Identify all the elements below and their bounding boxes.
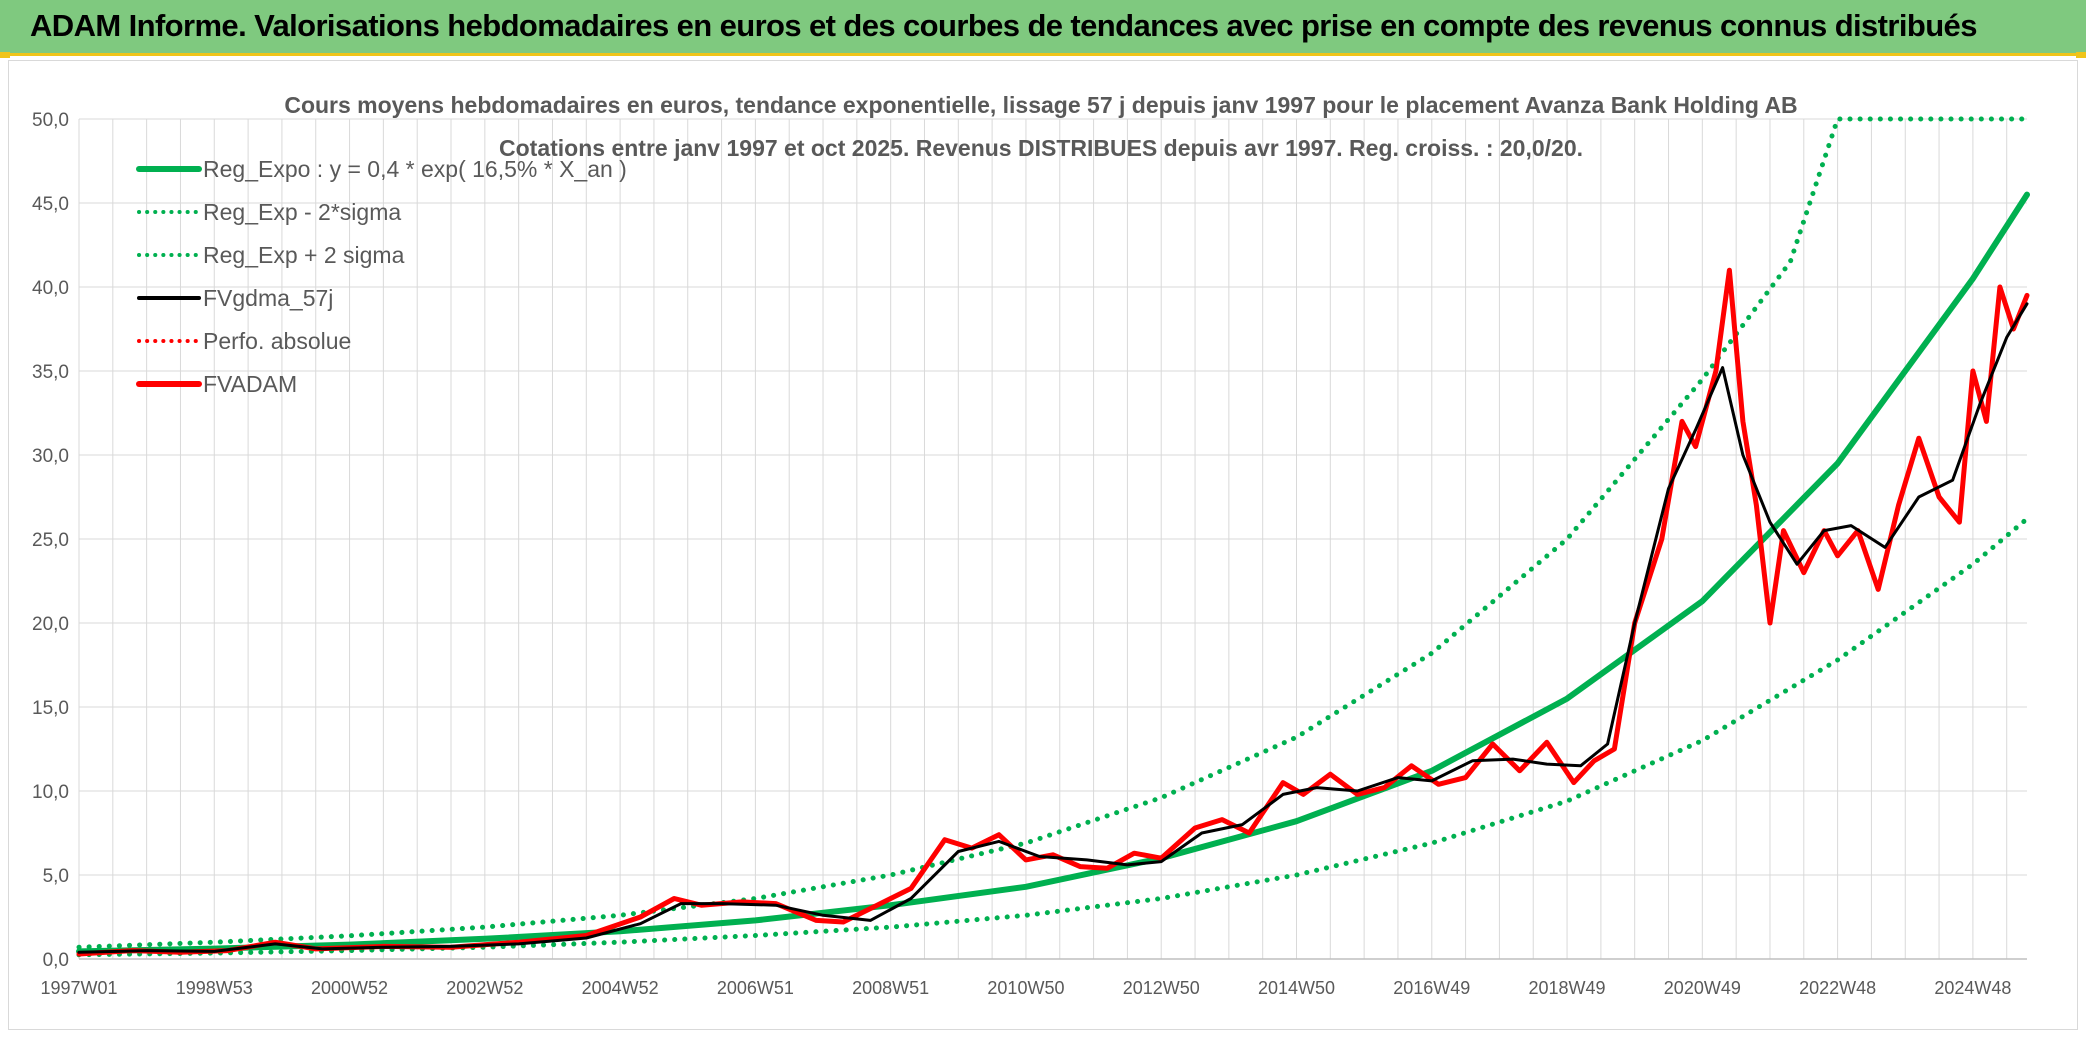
title-banner: ADAM Informe. Valorisations hebdomadaire… [0,0,2086,56]
chart-frame: Cours moyens hebdomadaires en euros, ten… [8,60,2078,1030]
y-tick-label: 40,0 [32,278,69,299]
series-line-fvadam [76,267,2030,957]
x-tick-label: 2006W51 [717,978,794,998]
x-tick-label: 2008W51 [852,978,929,998]
y-tick-label: 5,0 [43,866,69,887]
chart-title-line2: Cotations entre janv 1997 et oct 2025. R… [499,135,1583,161]
x-tick-label: 2020W49 [1664,978,1741,998]
x-tick-label: 2014W50 [1258,978,1335,998]
y-tick-label: 30,0 [32,446,69,467]
y-tick-label: 25,0 [32,530,69,551]
corner-mark-left [0,52,10,58]
y-tick-label: 35,0 [32,362,69,383]
x-tick-label: 2018W49 [1529,978,1606,998]
chart-legend: Reg_Expo : y = 0,4 * exp( 16,5% * X_an )… [136,156,627,397]
legend-label: FVgdma_57j [203,285,333,311]
series-line-reg-expo-y-0-4-exp-16-5-x-an [76,191,2030,955]
series-line-fvgdma-57j [77,302,2029,954]
y-tick-label: 15,0 [32,698,69,719]
x-tick-label: 2010W50 [987,978,1064,998]
x-tick-label: 2024W48 [1934,978,2011,998]
x-tick-label: 2016W49 [1393,978,1470,998]
x-tick-label: 2002W52 [446,978,523,998]
x-tick-label: 2004W52 [582,978,659,998]
x-tick-label: 2022W48 [1799,978,1876,998]
y-tick-label: 20,0 [32,614,69,635]
chart-title-line1: Cours moyens hebdomadaires en euros, ten… [284,92,1797,118]
x-tick-label: 2000W52 [311,978,388,998]
legend-label: FVADAM [203,371,297,397]
x-tick-label: 2012W50 [1123,978,1200,998]
y-tick-label: 0,0 [43,950,69,971]
y-tick-label: 10,0 [32,782,69,803]
legend-label: Perfo. absolue [203,328,351,354]
corner-mark-right [2076,52,2086,58]
y-tick-label: 50,0 [32,110,69,131]
legend-label: Reg_Expo : y = 0,4 * exp( 16,5% * X_an ) [203,156,627,182]
series-line-reg-exp-2-sigma [76,516,2030,958]
legend-label: Reg_Exp + 2 sigma [203,242,405,268]
grid-lines [78,118,2027,960]
y-tick-label: 45,0 [32,194,69,215]
legend-label: Reg_Exp - 2*sigma [203,199,401,225]
x-tick-label: 1997W01 [40,978,117,998]
x-tick-label: 1998W53 [176,978,253,998]
line-chart: Cours moyens hebdomadaires en euros, ten… [32,92,2030,998]
banner-title: ADAM Informe. Valorisations hebdomadaire… [30,8,1977,43]
